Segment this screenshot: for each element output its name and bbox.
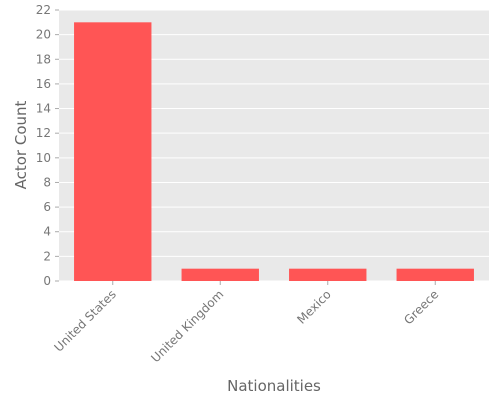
y-axis-title: Actor Count [12,100,30,189]
y-tick-label: 0 [43,274,51,288]
y-tick-label: 18 [36,52,51,66]
bar-united-kingdom [181,268,259,281]
y-tick-label: 22 [36,3,51,17]
bar-greece [396,268,474,281]
y-tick-label: 16 [36,77,51,91]
y-axis-ticks: 0 2 4 6 8 10 12 14 16 18 20 22 [36,3,59,288]
x-tick-label: Greece [401,287,441,327]
x-axis-title: Nationalities [227,377,321,395]
y-tick-label: 4 [43,225,51,239]
y-tick-label: 8 [43,175,51,189]
bars [74,22,474,282]
y-tick-label: 14 [36,102,51,116]
x-tick-label: United Kingdom [148,287,226,365]
y-tick-label: 12 [36,126,51,140]
y-tick-label: 10 [36,151,51,165]
y-tick-label: 2 [43,249,51,263]
x-tick-label: Mexico [294,287,334,327]
y-tick-label: 6 [43,200,51,214]
x-axis-ticks: United States United Kingdom Mexico Greece [52,281,441,365]
bar-mexico [289,268,367,281]
bar-united-states [74,22,152,282]
x-tick-label: United States [52,287,119,354]
y-tick-label: 20 [36,28,51,42]
